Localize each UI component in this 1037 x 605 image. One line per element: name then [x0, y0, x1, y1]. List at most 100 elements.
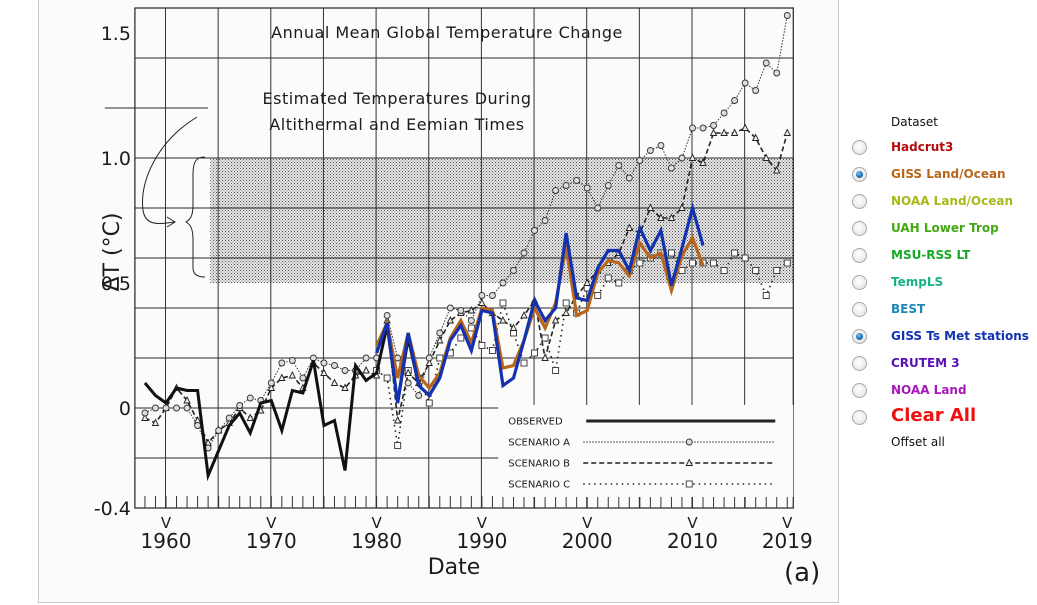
dataset-header: Dataset — [891, 115, 938, 129]
series-line-giss-land-ocean — [375, 234, 705, 391]
x-tick-label: 1980 — [351, 529, 402, 553]
clear-all-row[interactable]: Clear All — [846, 404, 1037, 431]
data-point-scenario-c — [467, 324, 475, 332]
dataset-option[interactable]: GISS Land/Ocean — [846, 161, 1037, 188]
dataset-label[interactable]: NOAA Land/Ocean — [891, 194, 1014, 208]
y-axis-label: ΔT (°C) — [100, 212, 125, 291]
dataset-option[interactable]: BEST — [846, 296, 1037, 323]
data-point-scenario-a — [699, 124, 707, 132]
dataset-option[interactable]: CRUTEM 3 — [846, 350, 1037, 377]
data-point-scenario-a — [320, 359, 328, 367]
x-tick-marker: V — [161, 514, 172, 532]
data-point-scenario-a — [594, 204, 602, 212]
data-point-scenario-a — [467, 317, 475, 324]
dataset-label[interactable]: NOAA Land — [891, 383, 967, 397]
dataset-option[interactable]: MSU-RSS LT — [846, 242, 1037, 269]
dataset-radio[interactable] — [852, 329, 867, 344]
dataset-radio[interactable] — [852, 248, 867, 263]
data-point-scenario-a — [183, 404, 191, 412]
dataset-option[interactable]: Hadcrut3 — [846, 134, 1037, 161]
data-point-scenario-a — [488, 292, 496, 299]
data-point-scenario-a — [331, 362, 338, 369]
legend-marker — [685, 458, 693, 466]
data-point-scenario-b — [541, 353, 549, 361]
data-point-scenario-a — [478, 292, 486, 299]
y-tick-label: 0 — [119, 398, 131, 420]
data-point-scenario-a — [288, 357, 296, 364]
dataset-radio[interactable] — [852, 167, 867, 182]
dataset-option[interactable]: NOAA Land — [846, 377, 1037, 404]
data-point-scenario-c — [531, 349, 538, 357]
chart-svg: Annual Mean Global Temperature Change Es… — [94, 7, 820, 588]
data-point-scenario-a — [162, 404, 170, 412]
data-point-scenario-a — [783, 12, 791, 19]
data-point-scenario-b — [657, 213, 665, 221]
data-point-scenario-c — [731, 249, 739, 257]
dataset-option[interactable]: UAH Lower Trop — [846, 215, 1037, 242]
offset-all-link[interactable]: Offset all — [891, 435, 945, 449]
legend-marker — [685, 438, 693, 446]
data-point-scenario-a — [299, 374, 307, 382]
data-point-scenario-b — [278, 373, 286, 381]
clear-all-radio[interactable] — [852, 410, 867, 425]
data-point-scenario-c — [594, 292, 602, 299]
dataset-option[interactable]: TempLS — [846, 269, 1037, 296]
dataset-label[interactable]: Hadcrut3 — [891, 140, 954, 154]
dataset-label[interactable]: GISS Ts Met stations — [891, 329, 1029, 343]
legend-marker — [685, 480, 693, 488]
data-point-scenario-a — [562, 182, 570, 189]
data-point-scenario-b — [551, 315, 560, 324]
data-point-scenario-a — [436, 329, 444, 337]
data-point-scenario-a — [225, 414, 233, 422]
legend-label: OBSERVED — [508, 417, 563, 428]
data-point-scenario-a — [520, 249, 528, 257]
data-point-scenario-a — [720, 109, 728, 117]
data-point-scenario-b — [246, 413, 254, 421]
legend-label: SCENARIO C — [508, 480, 570, 491]
dataset-radio[interactable] — [852, 221, 867, 236]
data-point-scenario-a — [762, 59, 770, 67]
data-point-scenario-a — [773, 69, 781, 77]
data-point-scenario-a — [215, 427, 223, 434]
data-point-scenario-b — [520, 310, 528, 319]
clear-all-label[interactable]: Clear All — [891, 405, 977, 426]
dataset-label[interactable]: UAH Lower Trop — [891, 221, 999, 235]
dataset-label[interactable]: BEST — [891, 302, 926, 316]
data-point-scenario-c — [425, 399, 433, 407]
data-point-scenario-a — [152, 404, 159, 412]
dataset-label[interactable]: CRUTEM 3 — [891, 356, 960, 370]
data-point-scenario-b — [730, 128, 739, 136]
data-point-scenario-a — [267, 379, 275, 387]
data-point-scenario-a — [415, 392, 423, 399]
dataset-option[interactable]: GISS Ts Met stations — [846, 323, 1037, 350]
data-point-scenario-a — [383, 312, 391, 319]
data-point-scenario-c — [562, 299, 570, 307]
dataset-radio[interactable] — [852, 383, 867, 398]
data-point-scenario-a — [173, 404, 180, 412]
dataset-option[interactable]: NOAA Land/Ocean — [846, 188, 1037, 215]
data-point-scenario-a — [573, 177, 581, 184]
dataset-radio[interactable] — [852, 275, 867, 290]
y-tick-label: 0.5 — [101, 273, 131, 295]
dataset-label[interactable]: TempLS — [891, 275, 944, 289]
data-point-scenario-a — [341, 367, 349, 374]
chart-title: Annual Mean Global Temperature Change — [271, 23, 623, 42]
data-point-scenario-a — [278, 359, 286, 367]
x-tick-marker: V — [371, 514, 382, 532]
dataset-radio[interactable] — [852, 194, 867, 209]
data-point-scenario-b — [436, 335, 444, 344]
dataset-label[interactable]: GISS Land/Ocean — [891, 167, 1006, 181]
data-point-scenario-c — [752, 267, 760, 274]
series-line-giss-ts-met-stations — [375, 201, 705, 404]
dataset-radio[interactable] — [852, 302, 867, 317]
dataset-radio[interactable] — [852, 140, 867, 155]
dataset-label[interactable]: MSU-RSS LT — [891, 248, 971, 262]
data-point-scenario-b — [762, 153, 770, 161]
data-point-scenario-a — [731, 97, 739, 104]
x-tick-label: 2010 — [667, 529, 718, 553]
data-point-scenario-c — [488, 347, 496, 354]
data-point-scenario-a — [689, 124, 696, 132]
dataset-radio[interactable] — [852, 356, 867, 371]
data-point-scenario-c — [783, 259, 791, 267]
data-point-scenario-c — [478, 342, 486, 349]
